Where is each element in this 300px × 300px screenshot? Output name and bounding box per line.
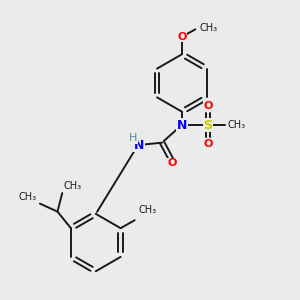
Text: CH₃: CH₃ [228,120,246,130]
Text: O: O [168,158,177,168]
Text: S: S [204,118,213,132]
Text: O: O [203,139,213,149]
Text: O: O [203,101,213,111]
Text: CH₃: CH₃ [19,192,37,202]
Text: CH₃: CH₃ [200,23,218,33]
Text: CH₃: CH₃ [139,206,157,215]
Text: H: H [129,133,138,143]
Text: O: O [177,32,187,42]
Text: N: N [134,139,144,152]
Text: CH₃: CH₃ [64,181,82,190]
Text: N: N [177,118,187,132]
